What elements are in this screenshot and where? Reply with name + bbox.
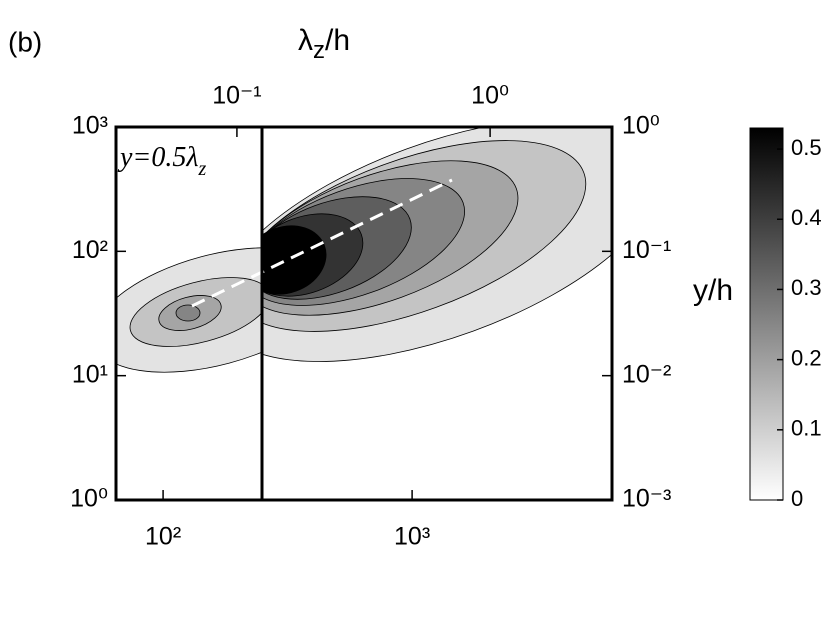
x2-axis-label: λz/h bbox=[298, 24, 350, 64]
plot-frame bbox=[114, 125, 614, 502]
panel-label: (b) bbox=[8, 26, 42, 57]
colorbar-tick-label: 0.1 bbox=[791, 416, 822, 441]
x2-tick-label: 10⁰ bbox=[471, 82, 509, 110]
y-tick-label: 10¹ bbox=[72, 360, 108, 388]
label-part: /h bbox=[325, 24, 350, 57]
x-tick-label: 10³ bbox=[394, 523, 430, 551]
colorbar-tick-label: 0 bbox=[791, 486, 803, 511]
contour-region bbox=[116, 247, 262, 373]
colorbar-tick-label: 0.3 bbox=[791, 275, 822, 300]
y2-tick-label: 10⁻² bbox=[622, 360, 671, 388]
y2-tick-label: 10⁰ bbox=[622, 112, 660, 140]
y2-tick-label: 10⁻¹ bbox=[622, 236, 671, 264]
y-tick-label: 10³ bbox=[72, 112, 108, 140]
label-part: λ bbox=[298, 24, 313, 57]
contour-region bbox=[262, 127, 612, 362]
y-tick-label: 10² bbox=[72, 236, 108, 264]
y2-axis-label: y/h bbox=[693, 274, 733, 307]
label-part: z bbox=[313, 37, 325, 64]
colorbar-tick-label: 0.2 bbox=[791, 345, 822, 370]
x-tick-label: 10² bbox=[145, 523, 181, 551]
y-tick-label: 10⁰ bbox=[70, 485, 108, 513]
colorbar bbox=[749, 127, 784, 501]
y2-tick-label: 10⁻³ bbox=[622, 485, 671, 513]
x2-tick-label: 10⁻¹ bbox=[212, 82, 261, 110]
trend-line bbox=[191, 178, 453, 308]
annotation: y=0.5λz bbox=[117, 142, 206, 179]
label-part: z bbox=[197, 158, 206, 180]
colorbar-tick-label: 0.5 bbox=[791, 135, 822, 160]
label-part: y=0.5λ bbox=[117, 142, 198, 173]
colorbar-tick-label: 0.4 bbox=[791, 205, 822, 230]
